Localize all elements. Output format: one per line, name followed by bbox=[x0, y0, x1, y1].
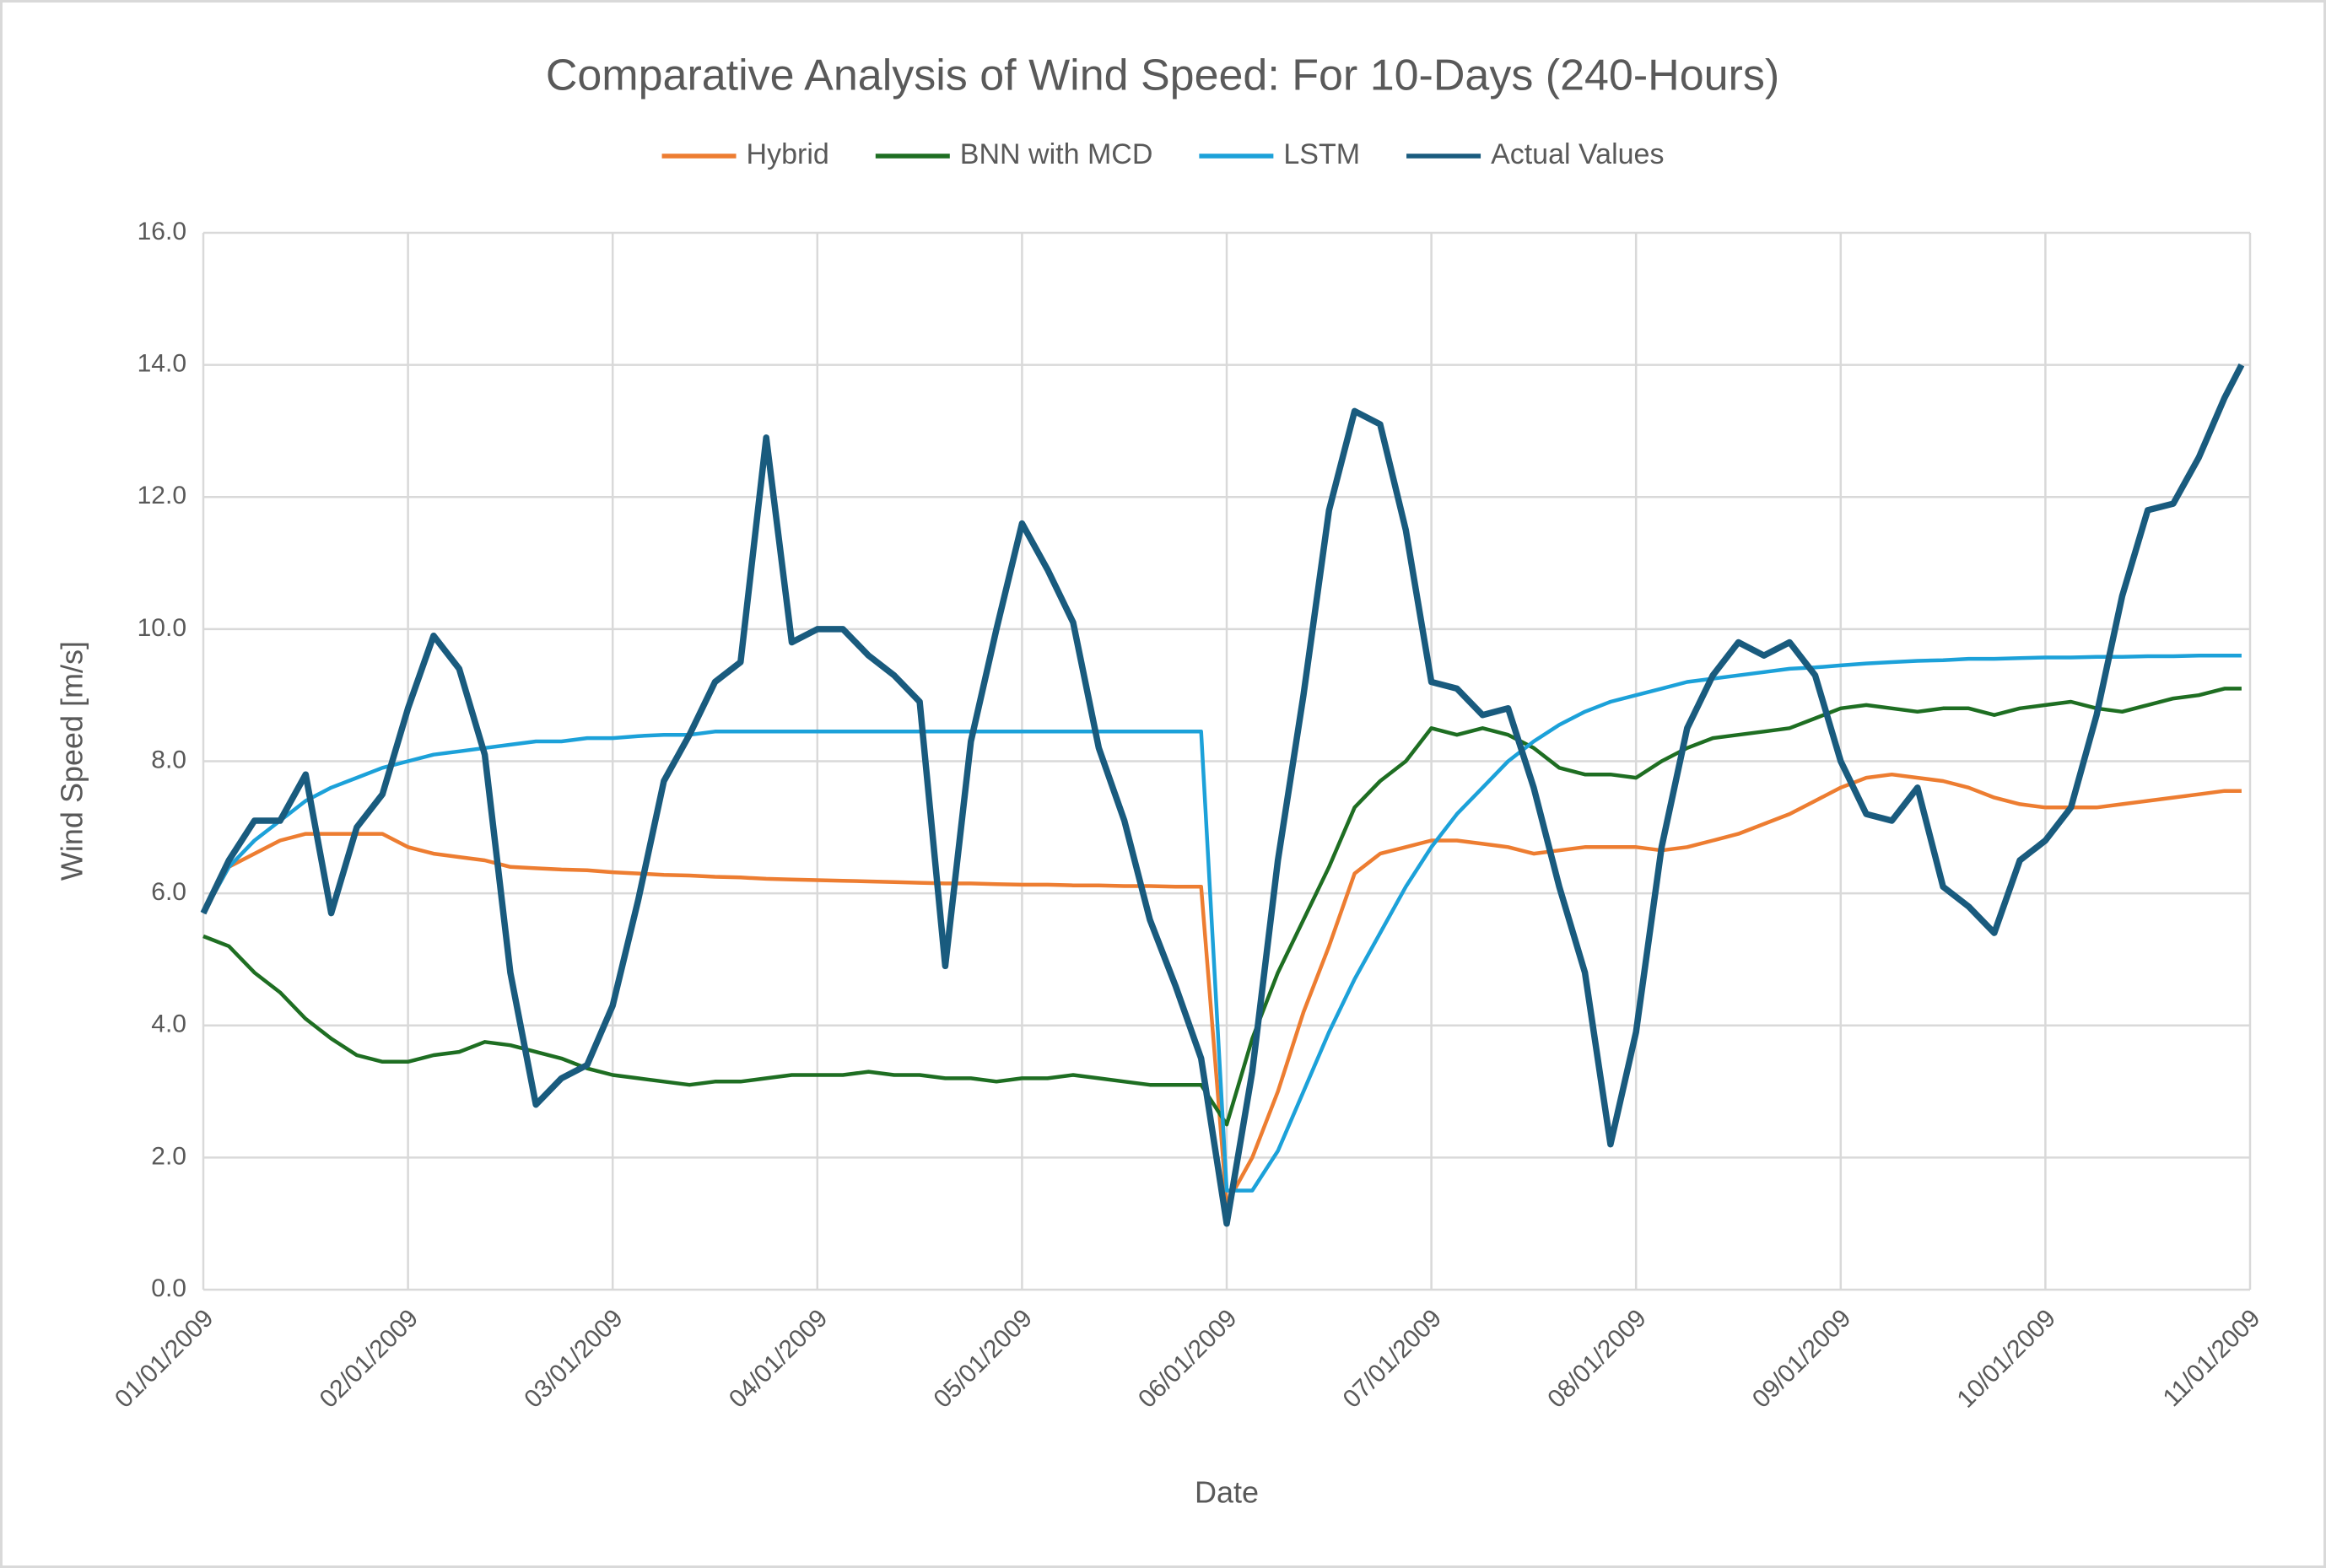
y-tick-label: 10.0 bbox=[138, 614, 186, 642]
legend-label: LSTM bbox=[1283, 138, 1360, 170]
y-tick-label: 8.0 bbox=[151, 746, 186, 773]
series-line bbox=[202, 653, 2242, 1193]
series-line bbox=[200, 363, 2245, 1227]
series-line bbox=[202, 687, 2242, 1127]
y-tick-label: 4.0 bbox=[151, 1010, 186, 1038]
y-tick-label: 12.0 bbox=[138, 482, 186, 509]
legend-label: Hybrid bbox=[747, 138, 829, 170]
chart-title: Comparative Analysis of Wind Speed: For … bbox=[546, 51, 1779, 100]
y-tick-label: 14.0 bbox=[138, 350, 186, 378]
x-axis-title: Date bbox=[1195, 1475, 1259, 1510]
y-tick-label: 16.0 bbox=[138, 218, 186, 245]
legend-label: Actual Values bbox=[1491, 138, 1664, 170]
y-tick-label: 0.0 bbox=[151, 1274, 186, 1302]
y-tick-label: 6.0 bbox=[151, 878, 186, 906]
legend-label: BNN with MCD bbox=[960, 138, 1153, 170]
y-axis-title: Wind Speed [m/s] bbox=[55, 641, 89, 881]
legend: Hybrid BNN with MCD LSTM Actual Values bbox=[661, 138, 1664, 170]
y-tick-label: 2.0 bbox=[151, 1142, 186, 1170]
